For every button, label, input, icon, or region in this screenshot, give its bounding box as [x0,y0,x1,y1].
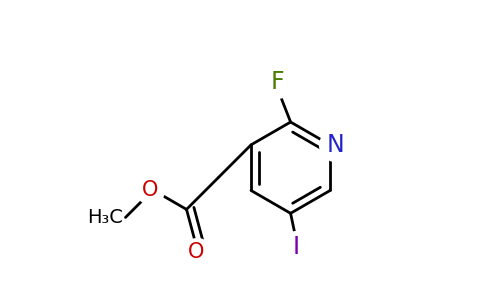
Text: O: O [142,180,158,200]
Text: F: F [271,70,284,94]
Text: I: I [293,235,300,259]
Text: O: O [188,242,205,262]
Text: N: N [327,133,344,157]
Text: H₃C: H₃C [87,208,122,227]
